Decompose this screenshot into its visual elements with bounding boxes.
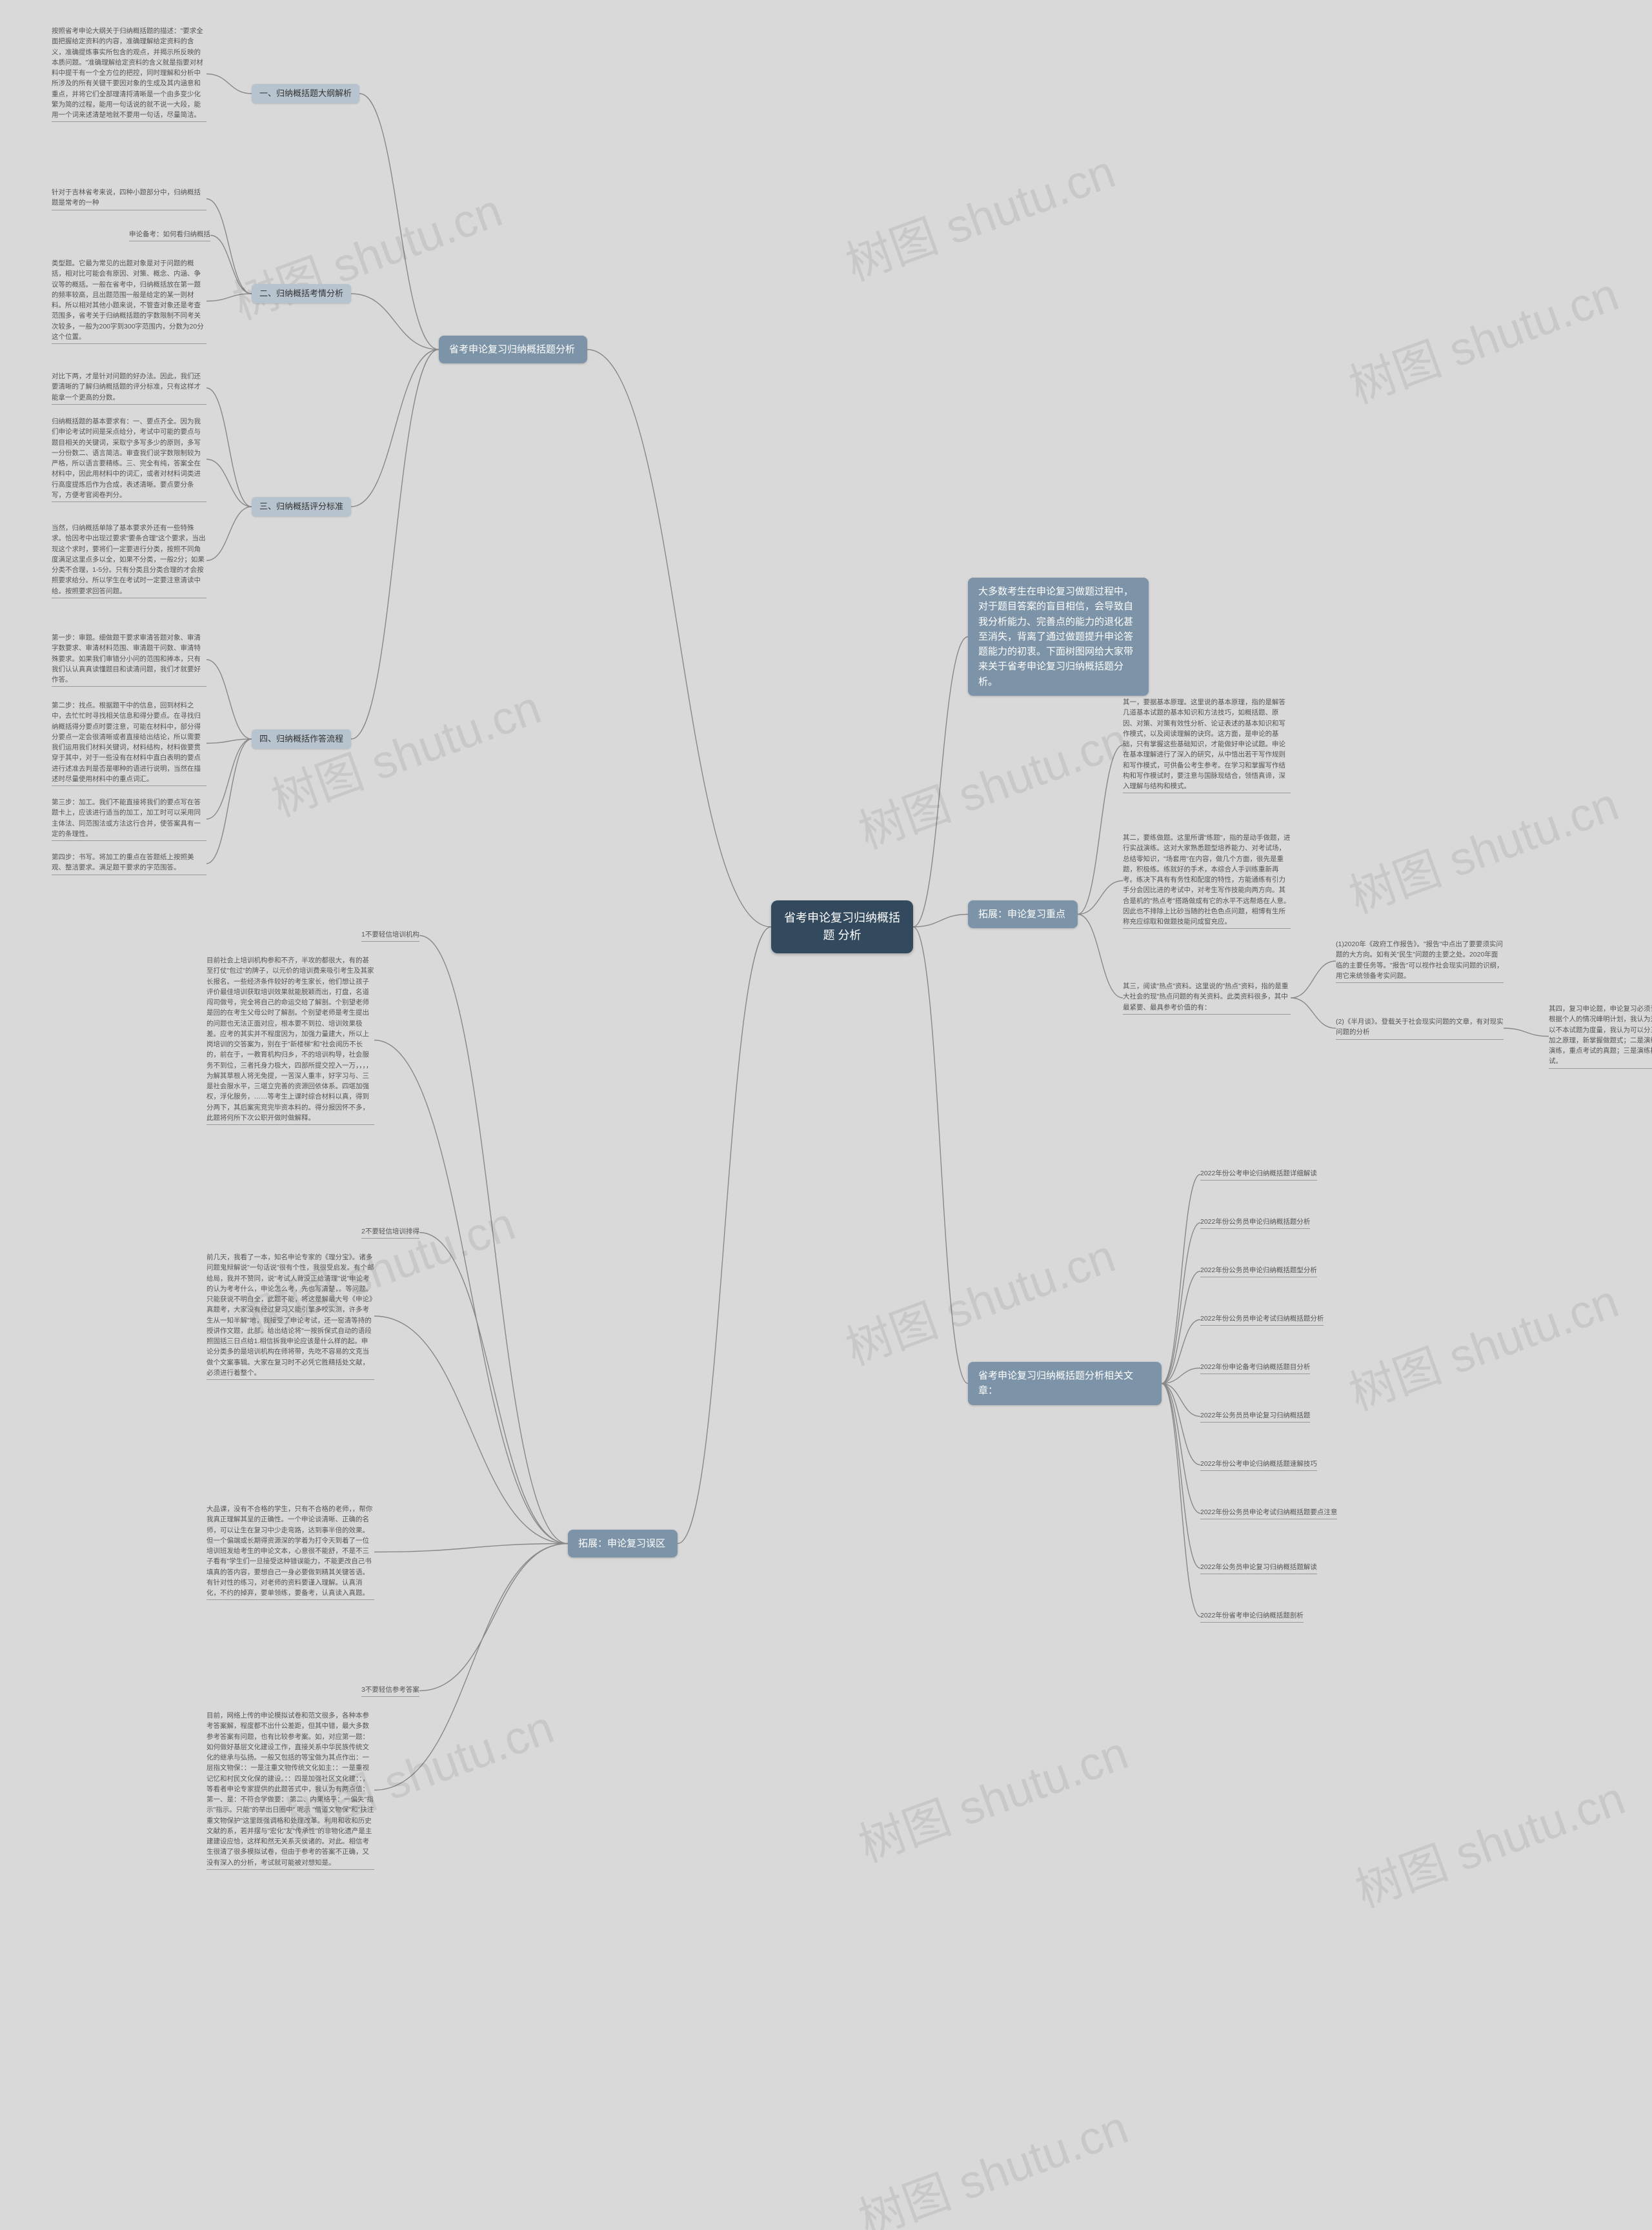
sub-node: 四、归纳概括作答流程 — [252, 729, 351, 749]
watermark: 树图 shutu.cn — [848, 2089, 1136, 2230]
leaf-node: 2022年份公务员申论考试归纳概括题要点注意 — [1200, 1507, 1337, 1519]
leaf-node: 针对于吉林省考来说，四种小题部分中，归纳概括题是常考的一种 — [52, 187, 206, 210]
leaf-node: 前几天，我看了一本，知名申论专家的《理分宝》。诸多问题鬼辩解说"一句话说"很有个… — [206, 1252, 374, 1380]
leaf-node: 2不要轻信培训排得 — [361, 1226, 419, 1239]
sub-node: 一、归纳概括题大纲解析 — [252, 84, 359, 103]
leaf-node: 2022年份公务员申论归纳概括题分析 — [1200, 1217, 1310, 1229]
leaf-node: 目前社会上培训机构参和不齐，半攻的都很大，有的甚至打仗"包过"的牌子，以元价的培… — [206, 955, 374, 1125]
leaf-node: 3不要轻信参考答案 — [361, 1685, 419, 1697]
leaf-node: 当然，归纳概括单除了基本要求外还有一些特殊求。恰因考中出现过要求"要条合理"这个… — [52, 523, 206, 598]
watermark: 树图 shutu.cn — [222, 172, 510, 332]
leaf-node: 其二，要练做题。这里所谓"练题"，指的是动手做题，进行实战演练。这对大家熟悉题型… — [1123, 833, 1291, 929]
leaf-node: 其一，要据基本原理。这里说的基本原理，指的是解答几道基本试题的基本知识和方法技巧… — [1123, 697, 1291, 793]
watermark: 树图 shutu.cn — [1338, 766, 1626, 926]
leaf-node: 大品课，没有不合格的学生，只有不合格的老师，，帮你我真正理解其呈的正确性。一个申… — [206, 1504, 374, 1600]
leaf-node: 2022年公务员员申论复习归纳概括题 — [1200, 1410, 1310, 1423]
main-right-0: 大多数考生在申论复习做题过程中，对于题目答案的盲目相信，会导致自我分析能力、完善… — [968, 578, 1149, 696]
watermark: 树图 shutu.cn — [848, 702, 1136, 862]
leaf-node: 第三步：加工。我们不能直接将我们的要点写在答题卡上，应该进行适当的加工，加工时可… — [52, 797, 206, 841]
leaf-node: 第一步：审题。细做题干要求审清答题对象、审清字数要求、审清材料范围、审清题干问数… — [52, 633, 206, 687]
leaf-node: 其三，阅读"热点"资料。这里说的"热点"资料，指的是重大社会的现"热点问题的有关… — [1123, 981, 1291, 1015]
watermark: 树图 shutu.cn — [835, 134, 1123, 294]
leaf-node: 归纳概括题的基本要求有：一、要点齐全。因为我们申论考试时间是采点给分，考试中可能… — [52, 416, 206, 502]
leaf-node: 2022年份公务员申论考试归纳概括题分析 — [1200, 1313, 1324, 1326]
watermark: 树图 shutu.cn — [261, 669, 549, 829]
leaf-node: 按照省考申论大纲关于归纳概括题的描述："要求全面把握给定资料的内容，准确理解给定… — [52, 26, 206, 122]
leaf-node: (1)2020年《政府工作报告》。"报告"中点出了要要须实问题的大方向。如有关"… — [1336, 939, 1504, 983]
leaf-node: 目前，网络上传的申论模拟试卷和范文很多，各种本参考答案解，程度都不出什公差距，但… — [206, 1710, 374, 1870]
main-left: 省考申论复习归纳概括题分析 — [439, 336, 587, 363]
leaf-node: 1不要轻信培训机构 — [361, 929, 419, 942]
leaf-node: 第二步：找点。根据题干中的信息，回到材料之中，去忙忙时寻找相关信息和得分要点。在… — [52, 700, 206, 786]
mindmap-canvas: 树图 shutu.cn 树图 shutu.cn 树图 shutu.cn 树图 shut… — [0, 0, 1652, 2230]
main-right-2: 省考申论复习归纳概括题分析相关文章： — [968, 1362, 1162, 1405]
sub-node: 三、归纳概括评分标准 — [252, 497, 351, 516]
leaf-node: (2)《半月谈》。登载关于社会现实问题的文章，有对现实问题的分析 — [1336, 1017, 1504, 1040]
main-bottom-left: 拓展：申论复习误区 — [568, 1530, 678, 1557]
watermark: 树图 shutu.cn — [1338, 256, 1626, 416]
leaf-node: 2022年份公务员申论归纳概括题型分析 — [1200, 1265, 1317, 1277]
leaf-node: 其四，复习申论题，申论复习必须订计划，考生可根据个人的情况峰明计划，我认为对准考… — [1549, 1004, 1652, 1069]
leaf-node: 第四步：书写。将加工的重点在答题纸上按照美观、整洁要求。满足题干要求的字范围答。 — [52, 852, 206, 875]
watermark: 树图 shutu.cn — [848, 1715, 1136, 1875]
watermark: 树图 shutu.cn — [835, 1218, 1123, 1378]
leaf-node: 2022年份公考申论归纳概括题详细解读 — [1200, 1168, 1317, 1181]
leaf-node: 2022年公务员申论复习归纳概括题解读 — [1200, 1562, 1317, 1574]
watermark: 树图 shutu.cn — [1338, 1263, 1626, 1423]
leaf-node: 类型题。它最为常见的出题对象是对于问题的概括，相对比可能会有原因、对策、概念、内… — [52, 258, 206, 344]
leaf-node: 2022年份省考申论归纳概括题剖析 — [1200, 1610, 1304, 1623]
leaf-node: 申论备考：如何看归纳概括 — [129, 229, 210, 241]
leaf-node: 2022年份申论备考归纳概括题目分析 — [1200, 1362, 1310, 1374]
sub-node: 二、归纳概括考情分析 — [252, 284, 351, 303]
center-node: 省考申论复习归纳概括题 分析 — [771, 900, 913, 953]
watermark: 树图 shutu.cn — [1345, 1760, 1633, 1920]
leaf-node: 对比下两，才是针对问题的好办法。因此，我们还要清晰的了解归纳概括题的评分标准，只… — [52, 371, 206, 405]
main-right-1: 拓展：申论复习重点 — [968, 900, 1078, 928]
leaf-node: 2022年份公考申论归纳概括题速解技巧 — [1200, 1459, 1317, 1471]
